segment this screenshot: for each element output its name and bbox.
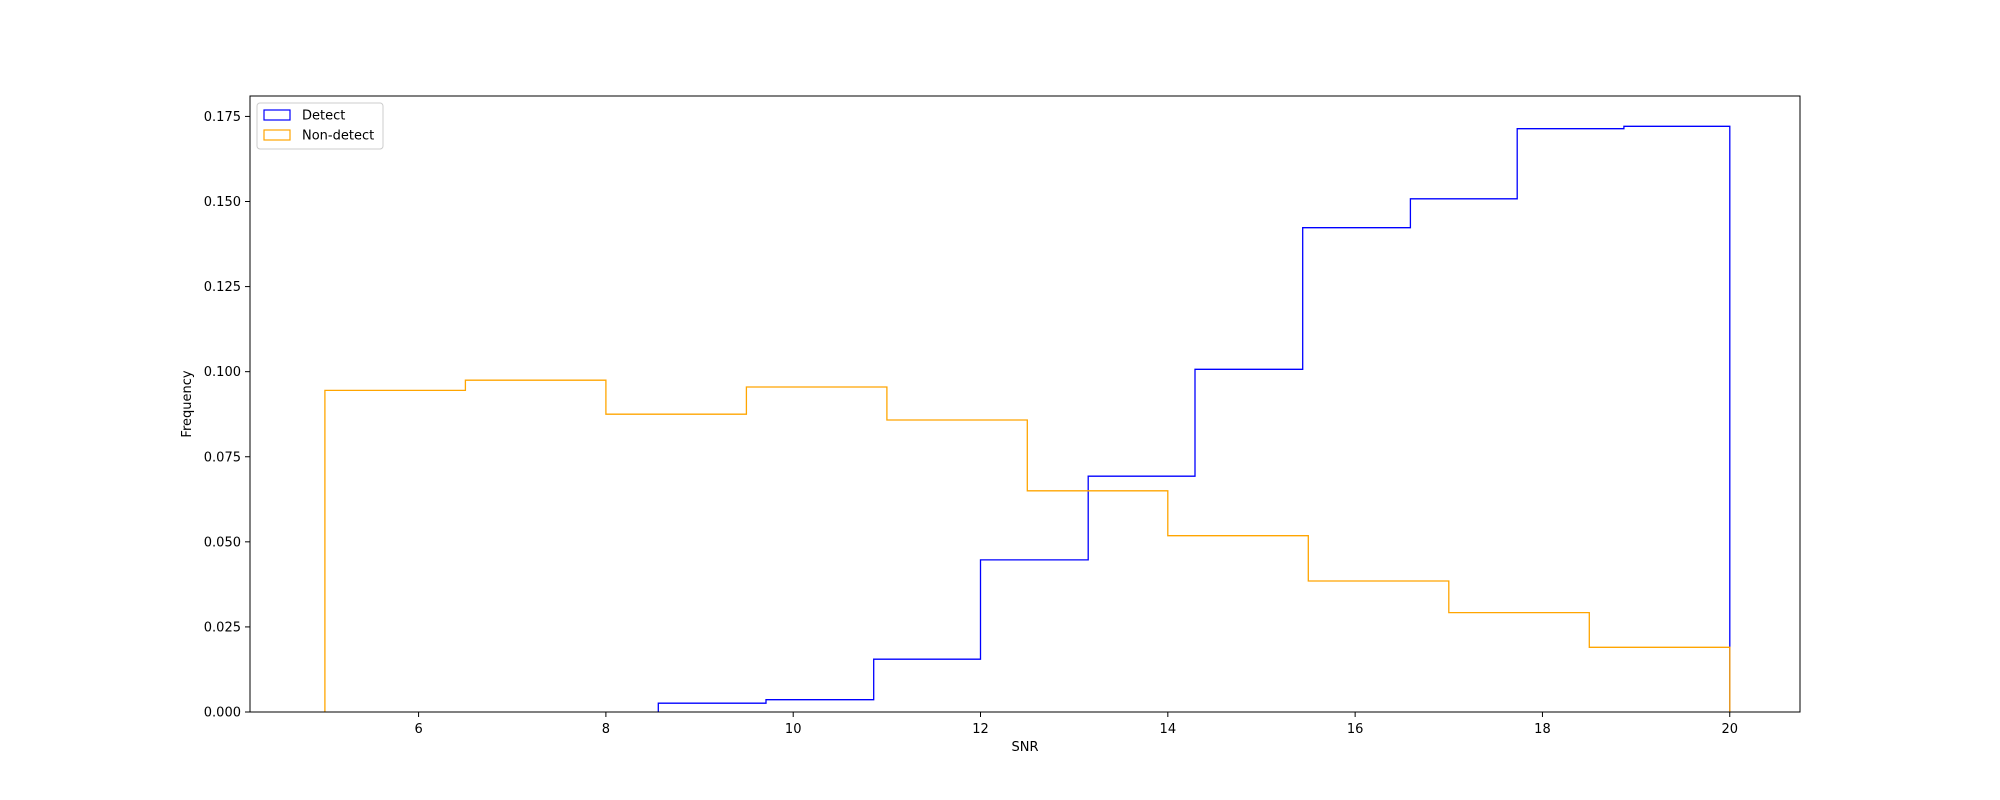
series-1-histogram-step [324, 379, 1731, 712]
y-axis: 0.000 0.025 0.050 0.075 0.100 0.125 0.150 0.175 [204, 110, 250, 721]
series-layer [324, 125, 1731, 712]
legend-box [256, 102, 384, 150]
x-tick-label: 12 [972, 722, 989, 737]
legend-label: Non-detect [302, 129, 374, 144]
y-tick-label: 0.075 [204, 450, 241, 465]
y-tick-label: 0.000 [204, 706, 241, 721]
y-tick-label: 0.150 [204, 195, 241, 210]
y-tick-label: 0.125 [204, 280, 241, 295]
x-tick-label: 8 [602, 722, 610, 737]
y-tick-label: 0.025 [204, 620, 241, 635]
x-tick-label: 14 [1160, 722, 1177, 737]
x-tick-label: 20 [1721, 722, 1738, 737]
legend-label: Detect [302, 109, 345, 124]
x-axis-label: SNR [1011, 740, 1038, 755]
x-tick-label: 16 [1347, 722, 1364, 737]
x-tick-label: 10 [785, 722, 802, 737]
y-tick-label: 0.175 [204, 110, 241, 125]
y-axis-label: Frequency [180, 370, 195, 437]
legend: Detect Non-detect [256, 102, 384, 150]
plot-frame [249, 95, 1801, 713]
y-tick-label: 0.100 [204, 365, 241, 380]
x-tick-label: 6 [414, 722, 422, 737]
series-0-histogram-step [657, 125, 1731, 712]
x-tick-label: 18 [1534, 722, 1551, 737]
y-tick-label: 0.050 [204, 535, 241, 550]
legend-swatch [263, 129, 291, 141]
x-axis: 6 8 10 12 14 16 18 20 [414, 712, 1738, 737]
plot-area [250, 96, 1800, 712]
legend-swatch [263, 109, 291, 121]
